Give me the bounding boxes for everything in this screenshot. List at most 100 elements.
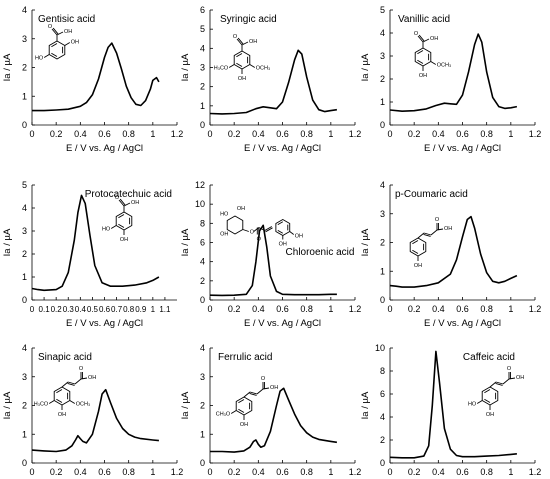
x-tick-label: 0 — [387, 304, 392, 314]
y-tick-label: 0 — [380, 120, 385, 130]
atom-label: CH₃O — [216, 412, 231, 418]
molecule-structure: O OH OCH₃ OH — [414, 31, 451, 79]
bond — [228, 64, 235, 68]
x-tick-label: 0.3 — [63, 305, 75, 314]
voltammogram-line — [31, 388, 159, 453]
bond — [495, 381, 504, 385]
x-tick-label: 0.2 — [408, 129, 421, 139]
double-bond — [51, 43, 58, 48]
y-tick-label: 4 — [22, 203, 27, 213]
y-axis-label: Ia / µA — [360, 391, 371, 419]
bond — [249, 391, 258, 395]
y-axis-label: Ia / µA — [2, 391, 13, 419]
x-tick-label: 0.8 — [123, 305, 135, 314]
x-tick-label: 0.1 — [39, 305, 51, 314]
y-tick-label: 1 — [200, 101, 205, 111]
atom-label: OH — [444, 226, 452, 232]
atom-label: OH — [486, 412, 494, 418]
x-tick-label: 0.6 — [276, 129, 289, 139]
atom-label: O — [48, 24, 53, 30]
y-tick-label: 4 — [380, 28, 385, 38]
x-tick-label: 0 — [207, 304, 212, 314]
voltammogram-line — [389, 33, 518, 112]
x-tick-label: 1 — [328, 467, 333, 477]
x-axis-label: E / V vs. Ag / AgCl — [424, 143, 501, 154]
bond — [241, 41, 249, 46]
y-tick-label: 2 — [22, 249, 27, 259]
voltammogram-line — [31, 194, 160, 292]
y-tick-label: 3 — [380, 209, 385, 219]
atom-label: O — [250, 230, 255, 236]
x-tick-label: 1.2 — [171, 129, 184, 139]
x-tick-label: 0.2 — [228, 304, 241, 314]
x-tick-label: 1 — [508, 304, 513, 314]
atom-label: OH — [88, 375, 96, 381]
x-axis-label: E / V vs. Ag / AgCl — [244, 318, 321, 329]
y-axis-label: Ia / µA — [360, 53, 371, 81]
y-tick-label: 0 — [200, 120, 205, 130]
bond — [80, 377, 88, 380]
double-bond — [238, 408, 245, 413]
panel-title: Protocatechuic acid — [85, 189, 172, 200]
x-tick-label: 0.6 — [99, 305, 111, 314]
bond — [123, 202, 131, 207]
panel-title: Gentisic acid — [38, 14, 95, 25]
x-tick-label: 0.6 — [98, 467, 111, 477]
atom-label: O — [414, 31, 419, 37]
atom-label: OH — [430, 36, 438, 42]
x-tick-label: 0.4 — [74, 129, 87, 139]
x-tick-label: 1 — [328, 304, 333, 314]
cyclohexane-ring — [226, 215, 244, 235]
bond — [289, 231, 294, 235]
x-tick-label: 0 — [207, 129, 212, 139]
y-tick-label: 0 — [200, 295, 205, 305]
atom-label: H₃CO — [214, 66, 229, 72]
x-tick-label: 0 — [207, 467, 212, 477]
atom-label: OH — [414, 263, 422, 269]
y-axis-label: Ia / µA — [180, 391, 191, 419]
atom-label: OH — [240, 422, 248, 428]
molecule-structure: O OH HO OH — [468, 366, 524, 418]
bond — [43, 54, 50, 58]
panel-syringic: 0 1 2 3 4 5 6 0 0.2 0.4 0.6 0.8 1 1.2 E / V vs. Ag / A… — [180, 5, 361, 154]
panel-title: Sinapic acid — [38, 352, 92, 363]
atom-label: H₃CO — [34, 402, 49, 408]
y-tick-label: 5 — [380, 5, 385, 15]
atom-label: OH — [295, 234, 303, 240]
y-tick-label: 3 — [200, 63, 205, 73]
x-tick-label: 1.2 — [529, 467, 542, 477]
x-tick-label: 0.4 — [252, 304, 265, 314]
y-tick-label: 3 — [200, 372, 205, 382]
x-tick-label: 0.8 — [300, 129, 313, 139]
y-tick-label: 4 — [22, 343, 27, 353]
x-tick-label: 0.2 — [408, 304, 421, 314]
x-tick-label: 0.8 — [480, 304, 493, 314]
atom-label: OH — [249, 39, 257, 45]
x-tick-label: 1 — [150, 467, 155, 477]
x-tick-label: 0 — [30, 305, 35, 314]
y-tick-label: 0 — [22, 458, 27, 468]
atom-label: O — [435, 217, 440, 223]
bond — [67, 381, 76, 385]
y-tick-label: 12 — [195, 180, 205, 190]
atom-label: O — [257, 237, 262, 243]
x-tick-label: 0.7 — [111, 305, 123, 314]
panel-title: Vanillic acid — [398, 14, 450, 25]
double-bond — [56, 398, 63, 403]
x-tick-label: 0.6 — [456, 467, 469, 477]
y-axis-label: Ia / µA — [180, 228, 191, 256]
y-tick-label: 1 — [200, 429, 205, 439]
panel-title: Caffeic acid — [463, 352, 515, 363]
x-tick-label: 1 — [508, 129, 513, 139]
atom-label: OH — [237, 206, 245, 212]
y-tick-label: 4 — [380, 180, 385, 190]
bond — [262, 387, 270, 390]
y-tick-label: 3 — [380, 51, 385, 61]
molecule-structure: O OH OH — [409, 217, 452, 269]
bond — [67, 383, 75, 386]
x-axis-label: E / V vs. Ag / AgCl — [66, 318, 143, 329]
bond — [423, 234, 431, 237]
y-tick-label: 0 — [22, 120, 27, 130]
